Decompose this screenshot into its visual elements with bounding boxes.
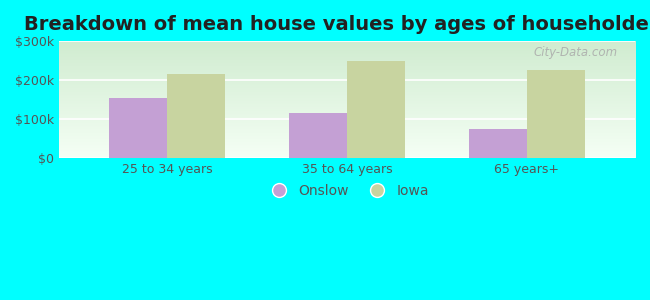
Bar — [289, 113, 347, 158]
Title: Breakdown of mean house values by ages of householders: Breakdown of mean house values by ages o… — [24, 15, 650, 34]
Bar — [109, 98, 167, 158]
Bar — [347, 61, 404, 158]
Bar — [527, 70, 584, 158]
Legend: Onslow, Iowa: Onslow, Iowa — [259, 178, 434, 204]
Bar — [167, 74, 225, 158]
Text: City-Data.com: City-Data.com — [534, 46, 618, 59]
Bar — [469, 129, 527, 158]
